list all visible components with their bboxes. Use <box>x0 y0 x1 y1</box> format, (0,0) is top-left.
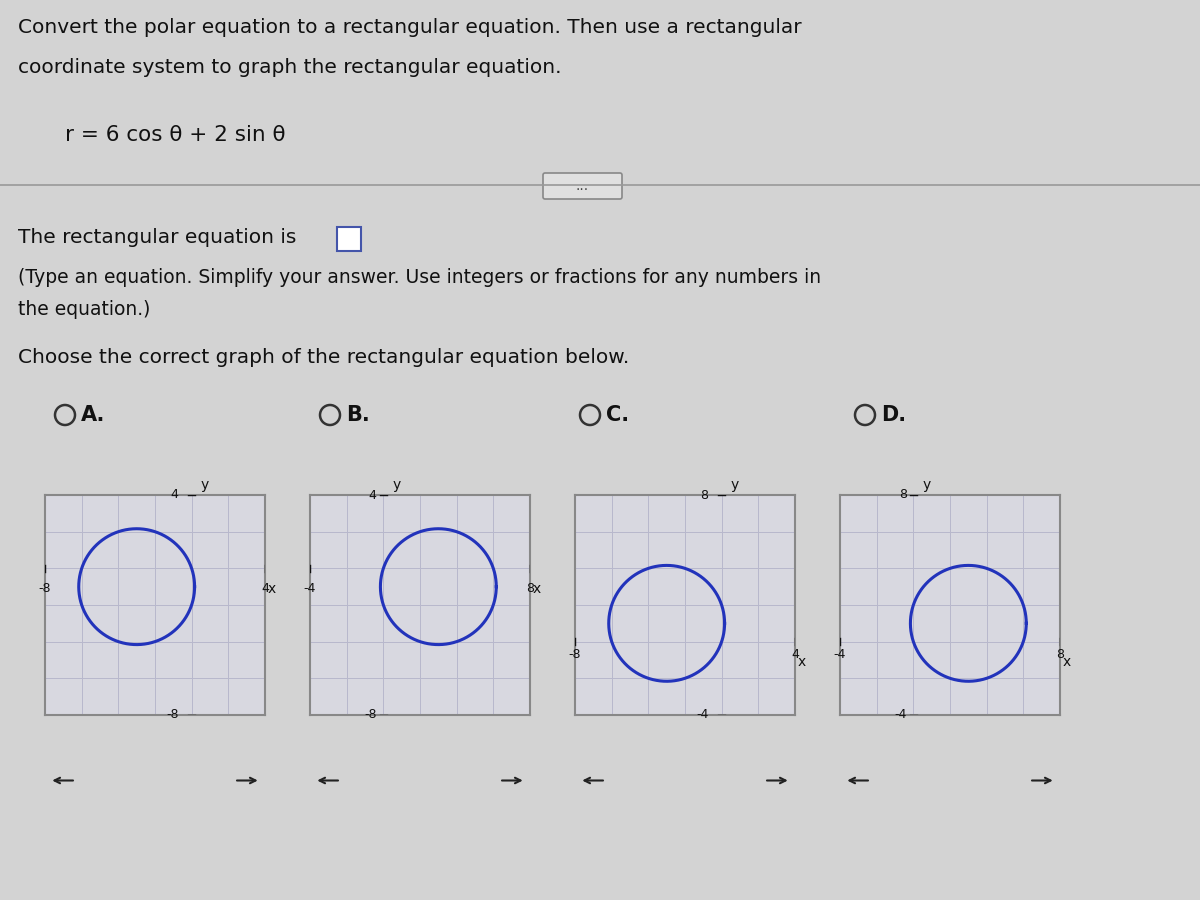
Text: y: y <box>200 478 209 492</box>
Text: 4: 4 <box>170 489 179 501</box>
Text: -4: -4 <box>696 708 708 722</box>
Text: y: y <box>922 478 930 492</box>
Text: D.: D. <box>881 405 906 425</box>
Text: x: x <box>798 655 806 669</box>
FancyBboxPatch shape <box>337 227 361 251</box>
Text: 8: 8 <box>1056 648 1064 662</box>
Text: y: y <box>731 478 739 492</box>
Text: -4: -4 <box>304 581 316 595</box>
Text: (Type an equation. Simplify your answer. Use integers or fractions for any numbe: (Type an equation. Simplify your answer.… <box>18 268 821 287</box>
Text: x: x <box>1063 655 1072 669</box>
Text: Choose the correct graph of the rectangular equation below.: Choose the correct graph of the rectangu… <box>18 348 629 367</box>
Text: -4: -4 <box>894 708 907 722</box>
Text: ...: ... <box>576 179 589 193</box>
Text: coordinate system to graph the rectangular equation.: coordinate system to graph the rectangul… <box>18 58 562 77</box>
Text: x: x <box>533 581 541 596</box>
Text: 4: 4 <box>262 581 269 595</box>
Text: the equation.): the equation.) <box>18 300 150 319</box>
Text: Convert the polar equation to a rectangular equation. Then use a rectangular: Convert the polar equation to a rectangu… <box>18 18 802 37</box>
Text: C.: C. <box>606 405 629 425</box>
Text: B.: B. <box>346 405 370 425</box>
Text: 8: 8 <box>899 489 907 501</box>
Text: y: y <box>392 478 401 492</box>
Text: 4: 4 <box>791 648 799 662</box>
FancyBboxPatch shape <box>542 173 622 199</box>
Text: 8: 8 <box>526 581 534 595</box>
Text: r = 6 cos θ + 2 sin θ: r = 6 cos θ + 2 sin θ <box>65 125 286 145</box>
Text: -8: -8 <box>166 708 179 722</box>
Text: -8: -8 <box>38 581 52 595</box>
Text: The rectangular equation is: The rectangular equation is <box>18 228 296 247</box>
Text: -8: -8 <box>365 708 377 722</box>
Text: 8: 8 <box>701 489 708 501</box>
Text: 4: 4 <box>368 489 377 501</box>
Text: -8: -8 <box>569 648 581 662</box>
Text: x: x <box>268 581 276 596</box>
Text: A.: A. <box>82 405 106 425</box>
Text: -4: -4 <box>834 648 846 662</box>
